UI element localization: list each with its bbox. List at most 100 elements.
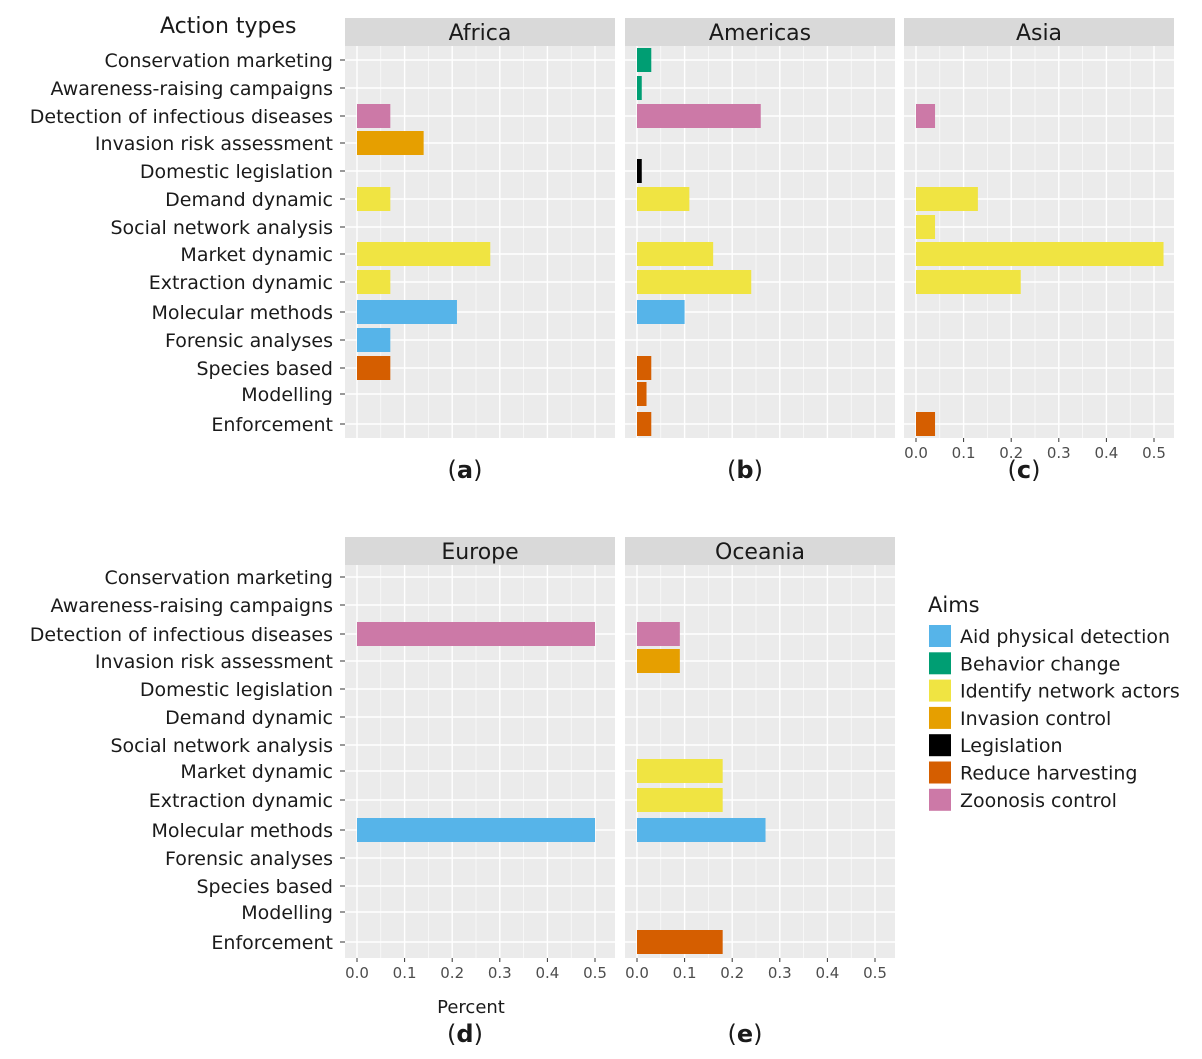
panel-label: (d) [447,1020,483,1048]
category-label-awareness-raising-campaigns: Awareness-raising campaigns [50,595,333,617]
category-label-domestic-legislation: Domestic legislation [140,679,333,701]
bar-market-dynamic [637,759,723,783]
bar-forensic-analyses [357,328,391,352]
category-label-invasion-risk-assessment: Invasion risk assessment [95,651,333,673]
panel-americas: Americas (b) [625,18,895,484]
bar-detection-of-infectious-diseases [637,104,761,128]
x-tick-label: 0.5 [1142,444,1166,462]
bar-molecular-methods [637,300,685,324]
x-tick-label: 0.5 [583,964,607,982]
panel-strip [625,537,895,565]
category-label-social-network-analysis: Social network analysis [111,735,334,757]
legend-label-identify-network-actors: Identify network actors [960,681,1180,703]
category-label-conservation-marketing: Conservation marketing [105,50,333,72]
bar-detection-of-infectious-diseases [916,104,936,128]
category-label-detection-of-infectious-diseases: Detection of infectious diseases [30,106,333,128]
panel-title: Americas [709,21,811,46]
legend-label-aid-physical-detection: Aid physical detection [960,626,1170,648]
panel-label: (c) [1008,456,1041,484]
bar-extraction-dynamic [637,270,752,294]
category-labels-row-2: Conservation marketing Awareness-raising … [30,567,345,954]
category-label-enforcement: Enforcement [211,414,333,436]
panel-label: (a) [448,456,483,484]
chart-panels: Conservation marketing Awareness-raising … [30,18,1174,1048]
panel-title: Oceania [715,540,805,565]
bar-molecular-methods [637,818,766,842]
legend-label-invasion-control: Invasion control [960,708,1111,730]
x-tick-label: 0.4 [535,964,559,982]
bar-demand-dynamic [916,187,978,211]
category-label-awareness-raising-campaigns: Awareness-raising campaigns [50,78,333,100]
bar-extraction-dynamic [357,270,391,294]
panel-title: Africa [449,21,512,46]
legend-label-legislation: Legislation [960,735,1063,757]
x-tick-label: 0.1 [952,444,976,462]
panel-asia: Asia 0.0 0.1 0.2 0.3 0.4 0.5 (c) [904,18,1174,484]
panel-title: Europe [441,540,518,565]
category-label-enforcement: Enforcement [211,932,333,954]
legend-swatch-zoonosis-control [929,788,951,811]
bar-social-network-analysis [916,215,936,239]
panel-label: (b) [727,456,763,484]
bar-awareness-raising-campaigns [637,76,642,100]
bar-enforcement [637,412,652,436]
bar-detection-of-infectious-diseases [637,622,680,646]
panel-title: Asia [1016,21,1062,46]
panel-oceania: Oceania 0.0 0.1 0.2 0.3 0.4 0.5 (e) [625,537,895,1048]
category-label-forensic-analyses: Forensic analyses [165,330,333,352]
category-label-invasion-risk-assessment: Invasion risk assessment [95,133,333,155]
x-tick-label: 0.4 [815,964,839,982]
x-tick-label: 0.3 [1047,444,1071,462]
x-axis-title: Percent [437,997,505,1018]
x-tick-label: 0.0 [345,964,369,982]
category-label-market-dynamic: Market dynamic [180,244,333,266]
category-label-social-network-analysis: Social network analysis [111,217,334,239]
bar-demand-dynamic [637,187,690,211]
bar-market-dynamic [357,242,491,266]
legend-title: Aims [928,593,980,617]
bar-invasion-risk-assessment [357,131,424,155]
bar-demand-dynamic [357,187,391,211]
category-label-conservation-marketing: Conservation marketing [105,567,333,589]
bar-species-based [357,356,391,380]
bar-molecular-methods [357,818,595,842]
panel-strip [345,18,615,46]
bar-detection-of-infectious-diseases [357,104,391,128]
category-label-domestic-legislation: Domestic legislation [140,161,333,183]
panel-strip [625,18,895,46]
category-labels-row-1: Conservation marketing Awareness-raising … [30,50,345,436]
x-tick-label: 0.3 [768,964,792,982]
x-tick-label: 0.4 [1094,444,1118,462]
bar-molecular-methods [357,300,457,324]
x-tick-label: 0.3 [488,964,512,982]
bar-modelling [637,382,647,406]
x-tick-label: 0.2 [999,444,1023,462]
legend-swatch-reduce-harvesting [929,761,951,784]
category-label-modelling: Modelling [241,384,333,406]
bar-market-dynamic [916,242,1164,266]
x-tick-label: 0.5 [863,964,887,982]
bar-enforcement [637,930,723,954]
panel-strip [345,537,615,565]
legend-swatch-aid-physical-detection [929,625,951,647]
bar-conservation-marketing [637,48,652,72]
bar-extraction-dynamic [637,788,723,812]
legend-swatch-identify-network-actors [929,679,951,702]
panel-europe: Europe 0.0 0.1 0.2 0.3 0.4 0.5 (d) [345,537,615,1048]
panel-africa: Africa (a) [345,18,615,484]
legend: Aims Aid physical detection Behavior chan… [928,593,1180,812]
category-label-molecular-methods: Molecular methods [151,302,333,324]
x-tick-label: 0.0 [625,964,649,982]
category-label-market-dynamic: Market dynamic [180,761,333,783]
legend-label-reduce-harvesting: Reduce harvesting [960,763,1137,785]
bar-enforcement [916,412,936,436]
legend-label-zoonosis-control: Zoonosis control [960,790,1117,812]
category-label-demand-dynamic: Demand dynamic [165,189,333,211]
legend-swatch-behavior-change [929,652,951,675]
x-tick-label: 0.1 [393,964,417,982]
x-tick-label: 0.2 [440,964,464,982]
x-tick-label: 0.1 [673,964,697,982]
bar-detection-of-infectious-diseases [357,622,595,646]
bar-invasion-risk-assessment [637,649,680,673]
